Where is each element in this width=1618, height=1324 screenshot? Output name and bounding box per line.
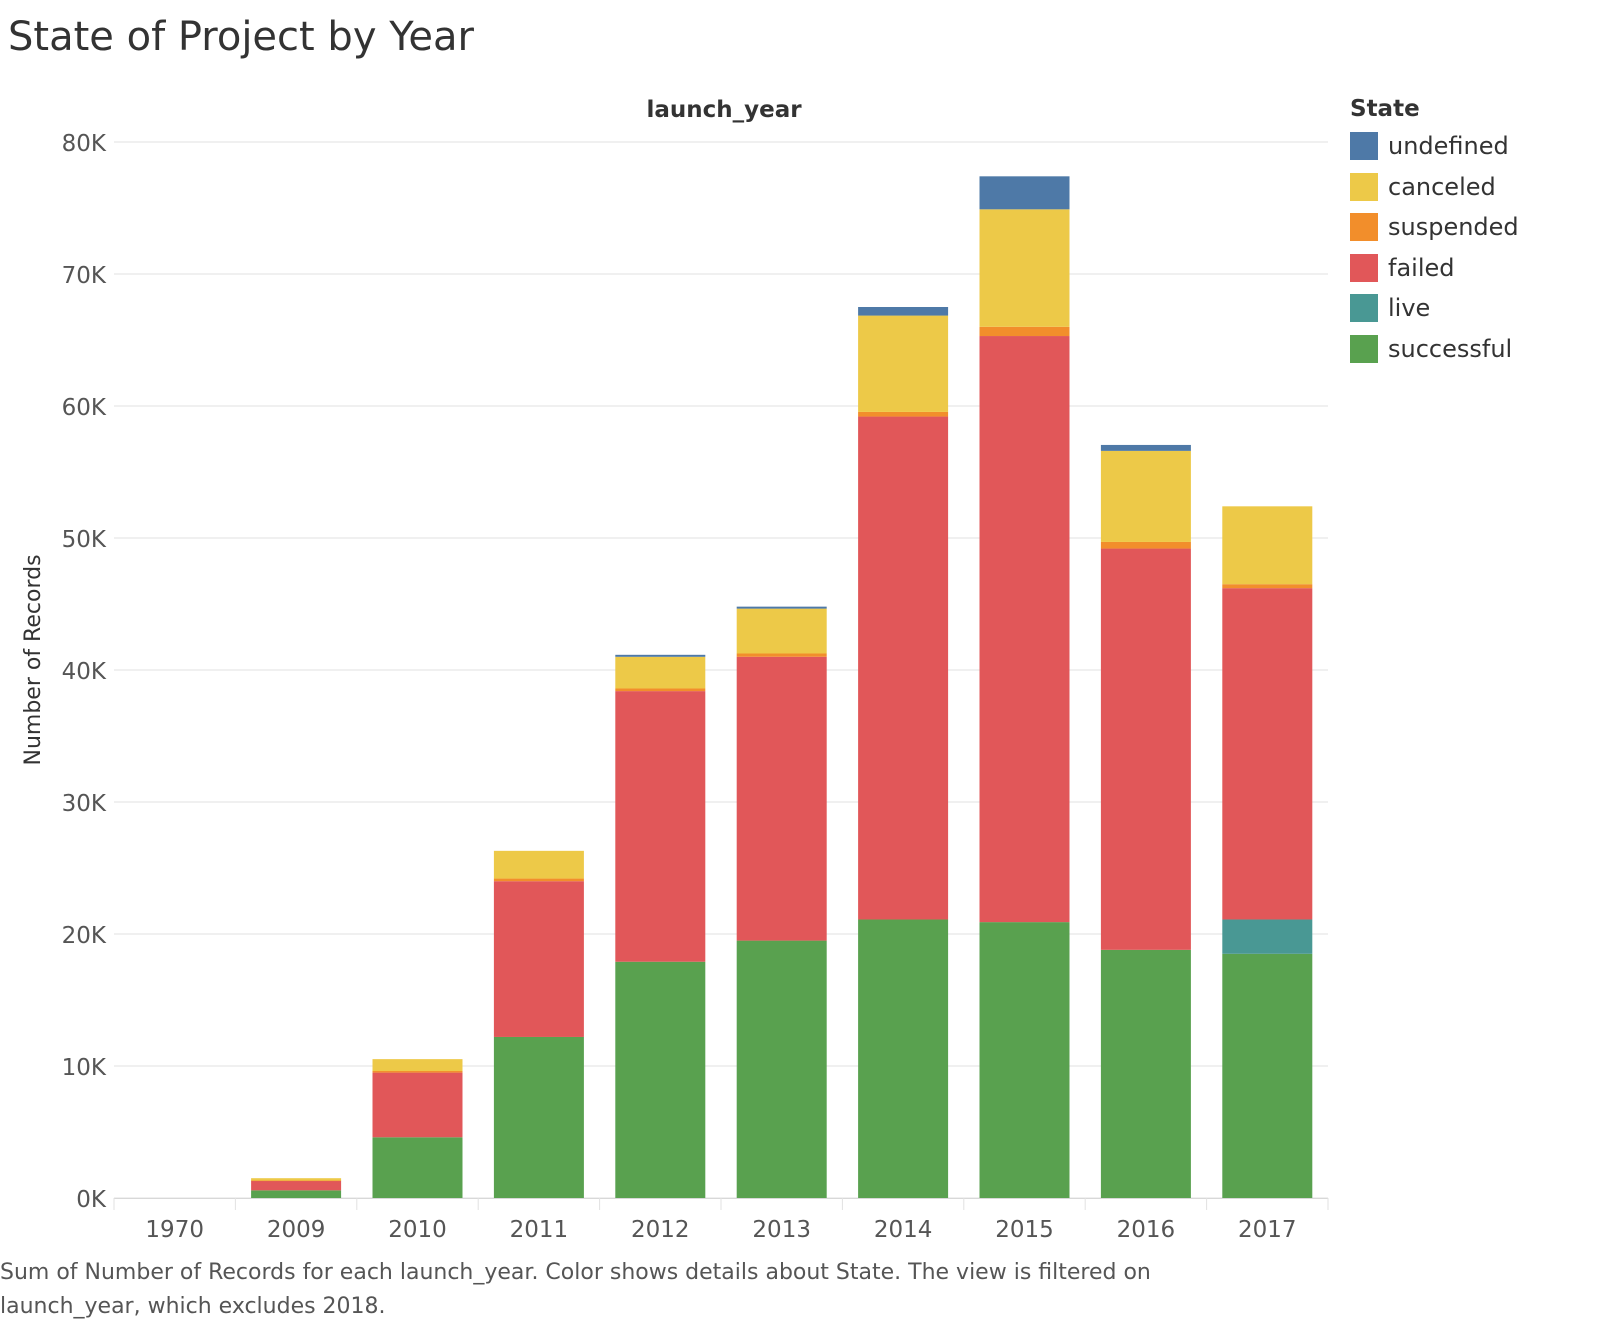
legend-item-undefined[interactable]: undefined: [1350, 126, 1600, 167]
x-tick-label: 1970: [145, 1217, 204, 1243]
bar-canceled-2016[interactable]: [1100, 450, 1191, 542]
bar-stack-2011: [493, 850, 584, 1198]
legend-item-failed[interactable]: failed: [1350, 248, 1600, 289]
legend-item-successful[interactable]: successful: [1350, 329, 1600, 370]
bar-successful-2009[interactable]: [251, 1190, 342, 1198]
bar-stack-2016: [1100, 444, 1191, 1198]
bar-successful-2014[interactable]: [858, 919, 949, 1198]
y-axis-ticks: 0K 10K 20K 30K 40K 50K 60K 70K 80K: [62, 131, 107, 1213]
column-header: launch_year: [646, 97, 802, 123]
bar-suspended-2017[interactable]: [1222, 584, 1313, 589]
bar-successful-2010[interactable]: [372, 1137, 463, 1198]
bar-undefined-2013[interactable]: [736, 606, 827, 609]
bar-successful-2015[interactable]: [979, 922, 1070, 1198]
y-tick-label: 60K: [62, 395, 107, 421]
bar-canceled-2012[interactable]: [615, 656, 706, 689]
legend-items: undefined canceled suspended failed live succ…: [1350, 126, 1600, 369]
legend-label: suspended: [1388, 213, 1519, 242]
legend-swatch: [1350, 253, 1378, 282]
bar-undefined-2012[interactable]: [615, 654, 706, 657]
bar-successful-2017[interactable]: [1222, 953, 1313, 1198]
legend-swatch: [1350, 213, 1378, 242]
y-tick-label: 80K: [62, 131, 107, 157]
x-axis-ticks: 1970 2009 2010 2011 2012 2013 2014 2015 2016 2017: [113, 1198, 1329, 1243]
legend-label: live: [1388, 294, 1431, 323]
y-tick-label: 40K: [62, 659, 107, 685]
bar-successful-2013[interactable]: [736, 940, 827, 1198]
legend-label: canceled: [1388, 172, 1496, 201]
bar-failed-2014[interactable]: [858, 416, 949, 920]
bar-canceled-2011[interactable]: [493, 850, 584, 879]
bar-stack-2013: [736, 606, 827, 1198]
legend-item-canceled[interactable]: canceled: [1350, 167, 1600, 208]
bar-stack-2012: [615, 654, 706, 1198]
bar-suspended-2012[interactable]: [615, 688, 706, 692]
legend-item-suspended[interactable]: suspended: [1350, 207, 1600, 248]
bar-stack-2009: [251, 1178, 342, 1198]
legend-label: failed: [1388, 253, 1455, 282]
x-tick-label: 2017: [1238, 1217, 1297, 1243]
x-tick-label: 2014: [874, 1217, 933, 1243]
bar-stack-2014: [858, 307, 949, 1198]
bar-failed-2017[interactable]: [1222, 588, 1313, 920]
bar-canceled-2013[interactable]: [736, 608, 827, 654]
x-tick-label: 2012: [631, 1217, 690, 1243]
chart-title: State of Project by Year: [8, 14, 474, 60]
bar-canceled-2017[interactable]: [1222, 506, 1313, 585]
bar-stack-2010: [372, 1059, 463, 1198]
bar-stack-2015: [979, 176, 1070, 1198]
legend-swatch: [1350, 294, 1378, 323]
stacked-bar-chart: launch_year Number of Records 0K 10K 20K 30…: [21, 97, 1329, 1243]
bar-suspended-2010[interactable]: [372, 1071, 463, 1073]
y-tick-label: 20K: [62, 923, 107, 949]
y-tick-label: 30K: [62, 791, 107, 817]
bar-stack-2017: [1222, 506, 1313, 1198]
legend-label: undefined: [1388, 132, 1509, 161]
bar-live-2017[interactable]: [1222, 919, 1313, 954]
bar-failed-2016[interactable]: [1100, 548, 1191, 950]
bar-undefined-2014[interactable]: [858, 307, 949, 316]
x-tick-label: 2016: [1117, 1217, 1176, 1243]
bar-failed-2012[interactable]: [615, 691, 706, 962]
bar-suspended-2014[interactable]: [858, 411, 949, 417]
bar-failed-2010[interactable]: [372, 1072, 463, 1138]
y-tick-label: 70K: [62, 263, 107, 289]
bar-undefined-2016[interactable]: [1100, 444, 1191, 451]
bar-successful-2011[interactable]: [493, 1036, 584, 1198]
bar-failed-2013[interactable]: [736, 656, 827, 941]
x-tick-label: 2010: [388, 1217, 447, 1243]
bar-suspended-2013[interactable]: [736, 653, 827, 657]
y-tick-label: 10K: [62, 1055, 107, 1081]
legend-swatch: [1350, 334, 1378, 363]
x-tick-label: 2009: [267, 1217, 326, 1243]
bar-failed-2015[interactable]: [979, 336, 1070, 923]
bar-canceled-2009[interactable]: [251, 1178, 342, 1181]
bar-failed-2009[interactable]: [251, 1180, 342, 1191]
bar-successful-2012[interactable]: [615, 961, 706, 1198]
bar-failed-2011[interactable]: [493, 881, 584, 1037]
bar-suspended-2009[interactable]: [251, 1180, 342, 1182]
bar-suspended-2011[interactable]: [493, 878, 584, 882]
bar-canceled-2010[interactable]: [372, 1059, 463, 1072]
legend-swatch: [1350, 132, 1378, 161]
y-axis-label: Number of Records: [21, 554, 46, 765]
x-tick-label: 2015: [995, 1217, 1054, 1243]
legend-swatch: [1350, 172, 1378, 201]
bar-suspended-2016[interactable]: [1100, 541, 1191, 549]
legend: State undefined canceled suspended failed li…: [1350, 92, 1600, 369]
bar-suspended-2015[interactable]: [979, 326, 1070, 337]
bar-successful-2016[interactable]: [1100, 949, 1191, 1198]
x-tick-label: 2013: [752, 1217, 811, 1243]
legend-label: successful: [1388, 334, 1513, 363]
bar-canceled-2015[interactable]: [979, 209, 1070, 327]
legend-item-live[interactable]: live: [1350, 288, 1600, 329]
x-tick-label: 2011: [510, 1217, 569, 1243]
y-tick-label: 50K: [62, 527, 107, 553]
bars: [251, 176, 1313, 1198]
y-tick-label: 0K: [76, 1187, 107, 1213]
bar-canceled-2014[interactable]: [858, 315, 949, 412]
bar-undefined-2015[interactable]: [979, 176, 1070, 210]
legend-title: State: [1350, 96, 1420, 122]
